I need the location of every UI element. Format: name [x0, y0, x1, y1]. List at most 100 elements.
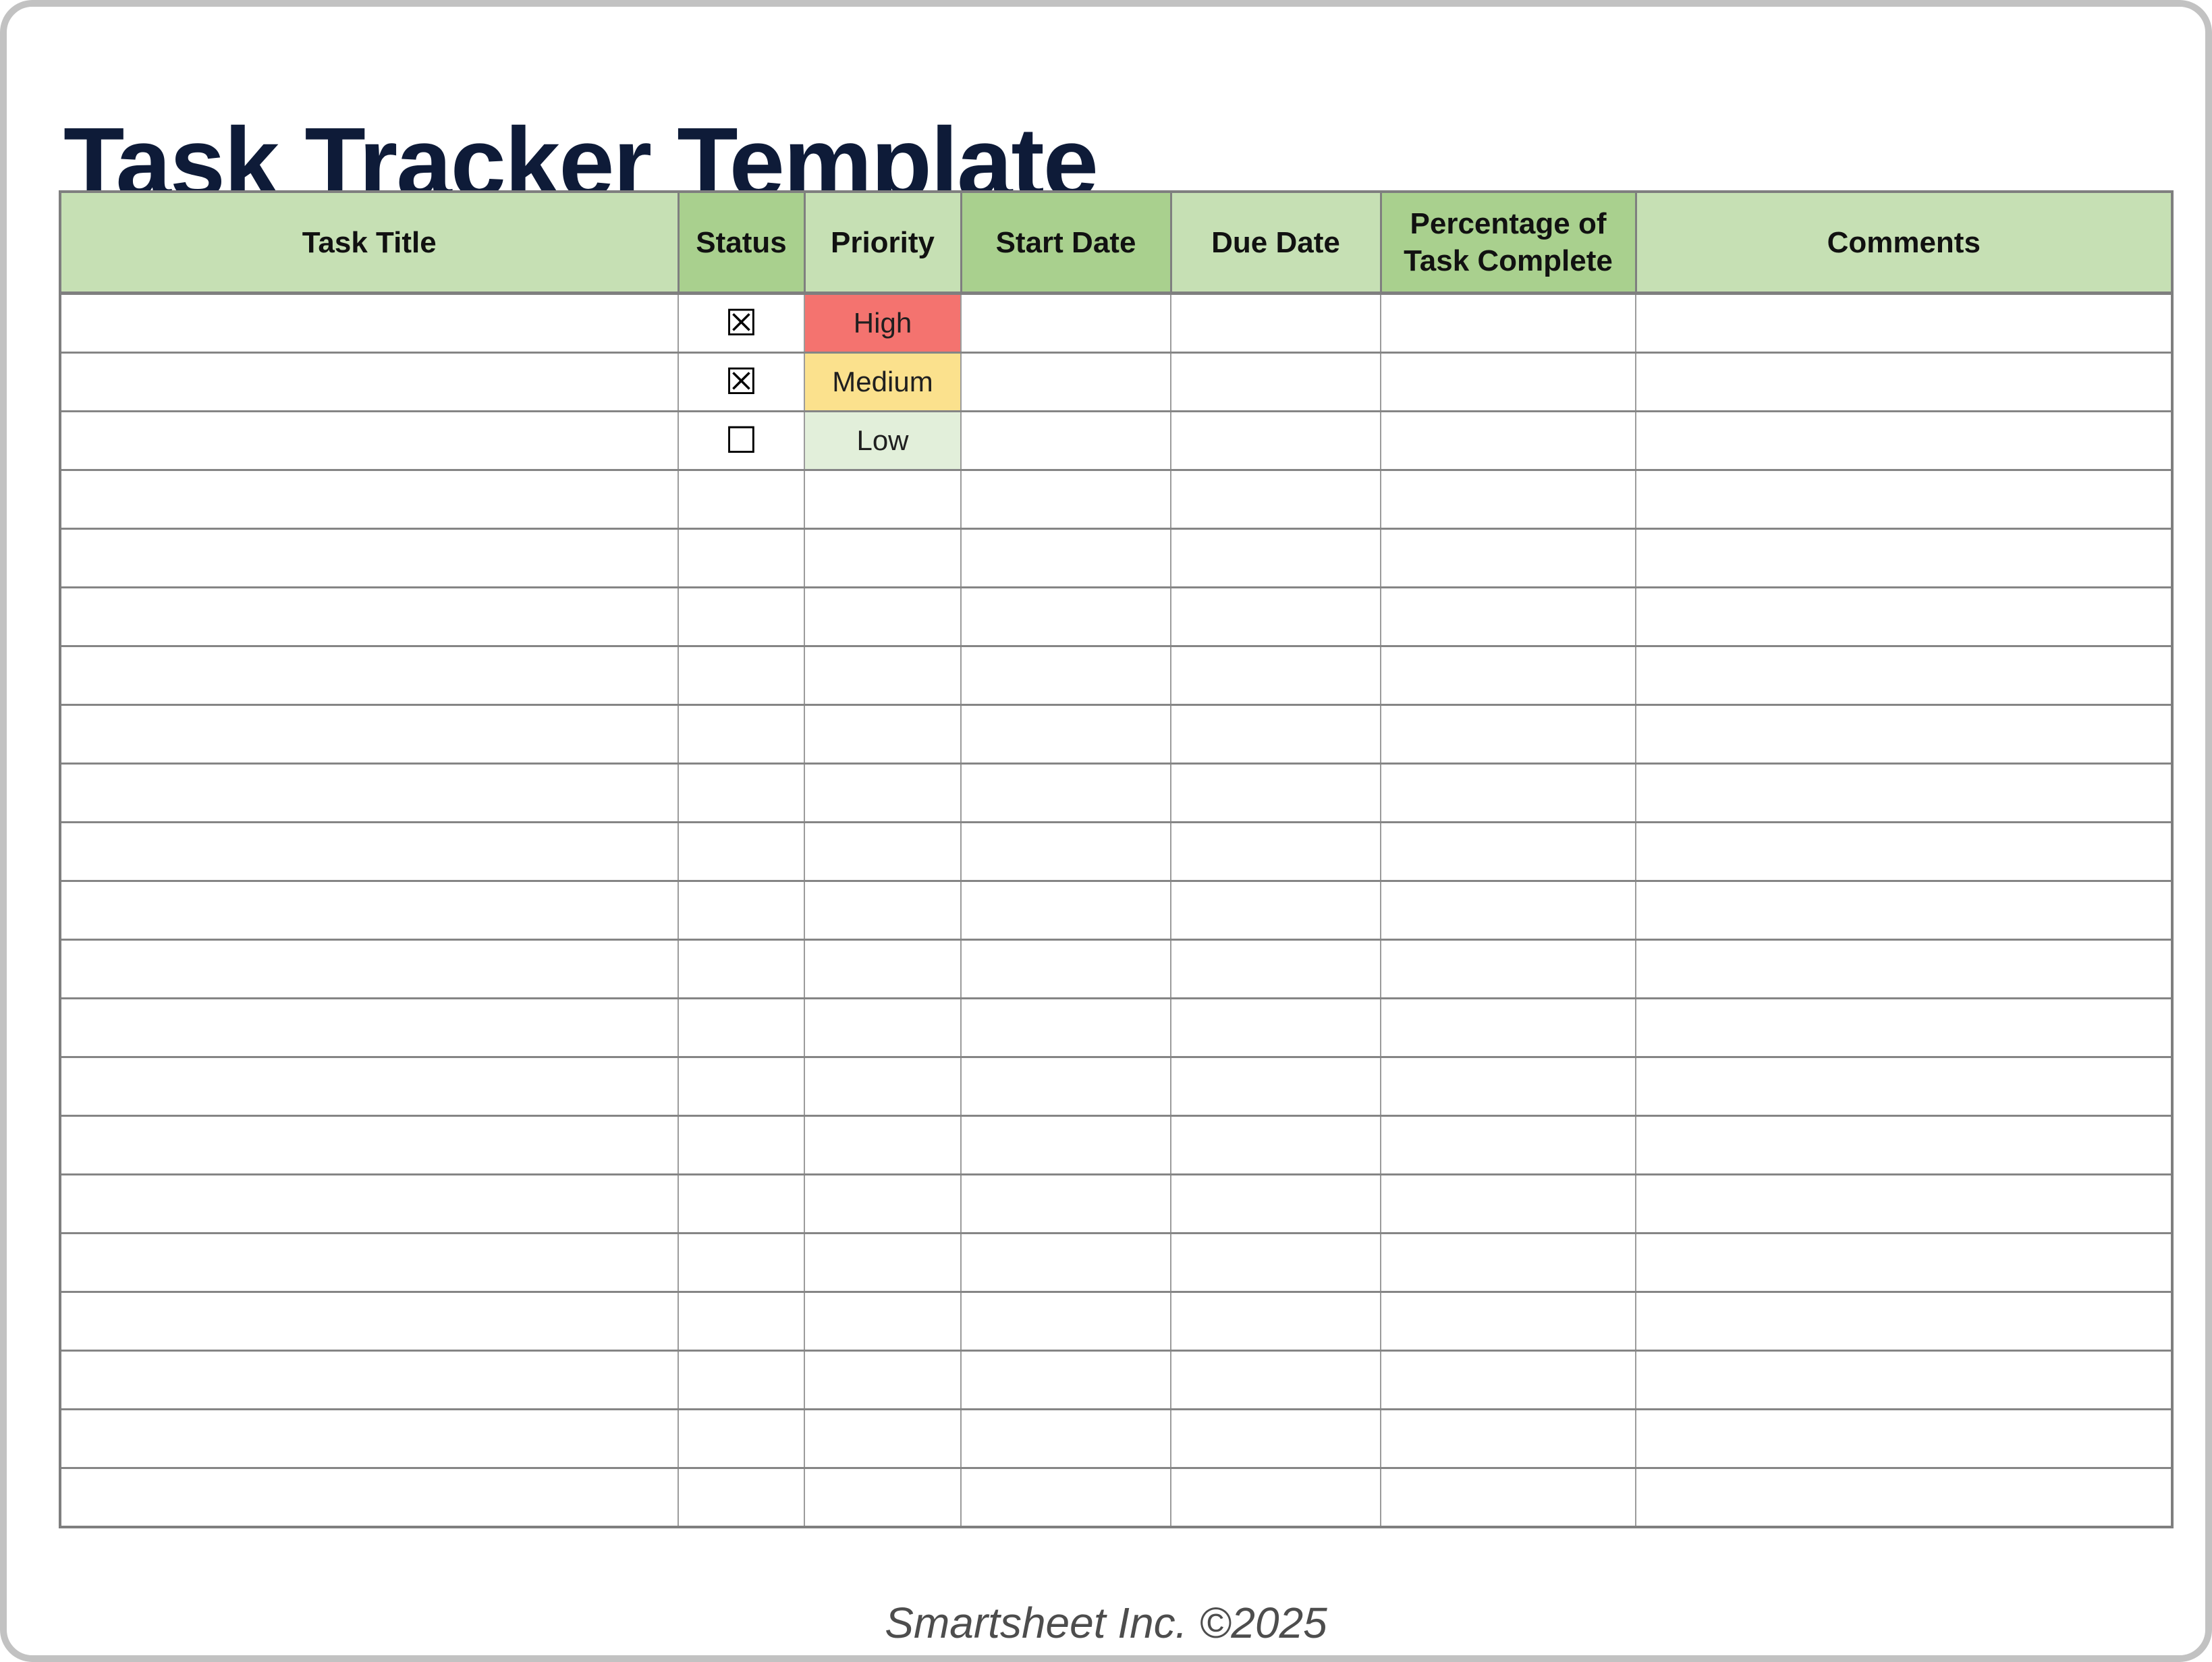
cell-pct-complete[interactable] — [1380, 645, 1636, 706]
status-checkbox-checked[interactable]: ☒ — [678, 352, 805, 412]
cell-task-title[interactable] — [59, 821, 679, 882]
cell-start-date[interactable] — [960, 1232, 1171, 1293]
cell-pct-complete[interactable] — [1380, 1056, 1636, 1117]
cell-pct-complete[interactable] — [1380, 1467, 1636, 1528]
cell-pct-complete[interactable] — [1380, 939, 1636, 999]
cell-comments[interactable] — [1635, 292, 2173, 354]
cell-comments[interactable] — [1635, 1467, 2173, 1528]
cell-comments[interactable] — [1635, 645, 2173, 706]
cell-due-date[interactable] — [1170, 1467, 1381, 1528]
cell-due-date[interactable] — [1170, 645, 1381, 706]
cell-start-date[interactable] — [960, 821, 1171, 882]
cell-pct-complete[interactable] — [1380, 997, 1636, 1058]
cell-comments[interactable] — [1635, 1056, 2173, 1117]
cell-due-date[interactable] — [1170, 997, 1381, 1058]
cell-comments[interactable] — [1635, 528, 2173, 588]
cell-priority[interactable] — [804, 997, 962, 1058]
cell-comments[interactable] — [1635, 821, 2173, 882]
cell-comments[interactable] — [1635, 1232, 2173, 1293]
cell-priority[interactable] — [804, 1408, 962, 1469]
cell-due-date[interactable] — [1170, 469, 1381, 530]
cell-status[interactable] — [678, 1350, 805, 1410]
cell-due-date[interactable] — [1170, 821, 1381, 882]
cell-due-date[interactable] — [1170, 528, 1381, 588]
cell-pct-complete[interactable] — [1380, 763, 1636, 823]
cell-start-date[interactable] — [960, 645, 1171, 706]
cell-due-date[interactable] — [1170, 1350, 1381, 1410]
cell-due-date[interactable] — [1170, 1115, 1381, 1175]
cell-due-date[interactable] — [1170, 292, 1381, 354]
cell-start-date[interactable] — [960, 939, 1171, 999]
cell-due-date[interactable] — [1170, 1232, 1381, 1293]
cell-start-date[interactable] — [960, 528, 1171, 588]
cell-priority[interactable] — [804, 528, 962, 588]
status-checkbox-checked[interactable]: ☒ — [678, 292, 805, 354]
cell-priority[interactable] — [804, 1350, 962, 1410]
cell-start-date[interactable] — [960, 997, 1171, 1058]
cell-priority[interactable] — [804, 939, 962, 999]
cell-status[interactable] — [678, 1232, 805, 1293]
cell-due-date[interactable] — [1170, 586, 1381, 647]
cell-task-title[interactable] — [59, 880, 679, 941]
cell-start-date[interactable] — [960, 763, 1171, 823]
cell-priority[interactable] — [804, 821, 962, 882]
cell-due-date[interactable] — [1170, 704, 1381, 765]
cell-due-date[interactable] — [1170, 1408, 1381, 1469]
cell-start-date[interactable] — [960, 1350, 1171, 1410]
cell-start-date[interactable] — [960, 1467, 1171, 1528]
cell-task-title[interactable] — [59, 352, 679, 412]
cell-status[interactable] — [678, 704, 805, 765]
cell-task-title[interactable] — [59, 586, 679, 647]
cell-pct-complete[interactable] — [1380, 821, 1636, 882]
cell-pct-complete[interactable] — [1380, 704, 1636, 765]
priority-cell-high[interactable]: High — [804, 292, 962, 354]
cell-start-date[interactable] — [960, 1173, 1171, 1234]
priority-cell-low[interactable]: Low — [804, 410, 962, 471]
cell-task-title[interactable] — [59, 1350, 679, 1410]
cell-priority[interactable] — [804, 880, 962, 941]
cell-task-title[interactable] — [59, 1467, 679, 1528]
cell-status[interactable] — [678, 997, 805, 1058]
cell-start-date[interactable] — [960, 469, 1171, 530]
cell-task-title[interactable] — [59, 997, 679, 1058]
cell-task-title[interactable] — [59, 704, 679, 765]
cell-priority[interactable] — [804, 1232, 962, 1293]
cell-status[interactable] — [678, 1291, 805, 1352]
cell-pct-complete[interactable] — [1380, 586, 1636, 647]
cell-priority[interactable] — [804, 763, 962, 823]
cell-status[interactable] — [678, 1056, 805, 1117]
cell-comments[interactable] — [1635, 1115, 2173, 1175]
cell-start-date[interactable] — [960, 880, 1171, 941]
cell-status[interactable] — [678, 528, 805, 588]
cell-due-date[interactable] — [1170, 352, 1381, 412]
cell-start-date[interactable] — [960, 704, 1171, 765]
cell-pct-complete[interactable] — [1380, 528, 1636, 588]
cell-due-date[interactable] — [1170, 1173, 1381, 1234]
cell-status[interactable] — [678, 763, 805, 823]
cell-pct-complete[interactable] — [1380, 1350, 1636, 1410]
cell-task-title[interactable] — [59, 469, 679, 530]
cell-comments[interactable] — [1635, 469, 2173, 530]
cell-priority[interactable] — [804, 1291, 962, 1352]
cell-pct-complete[interactable] — [1380, 292, 1636, 354]
cell-task-title[interactable] — [59, 1232, 679, 1293]
cell-priority[interactable] — [804, 645, 962, 706]
cell-status[interactable] — [678, 880, 805, 941]
cell-task-title[interactable] — [59, 1173, 679, 1234]
cell-status[interactable] — [678, 1115, 805, 1175]
cell-status[interactable] — [678, 586, 805, 647]
cell-comments[interactable] — [1635, 704, 2173, 765]
cell-comments[interactable] — [1635, 1350, 2173, 1410]
cell-task-title[interactable] — [59, 1408, 679, 1469]
cell-start-date[interactable] — [960, 292, 1171, 354]
cell-pct-complete[interactable] — [1380, 1173, 1636, 1234]
cell-due-date[interactable] — [1170, 1056, 1381, 1117]
cell-task-title[interactable] — [59, 1291, 679, 1352]
cell-task-title[interactable] — [59, 763, 679, 823]
cell-task-title[interactable] — [59, 939, 679, 999]
cell-pct-complete[interactable] — [1380, 880, 1636, 941]
cell-due-date[interactable] — [1170, 880, 1381, 941]
cell-comments[interactable] — [1635, 1291, 2173, 1352]
cell-priority[interactable] — [804, 1115, 962, 1175]
cell-comments[interactable] — [1635, 1173, 2173, 1234]
